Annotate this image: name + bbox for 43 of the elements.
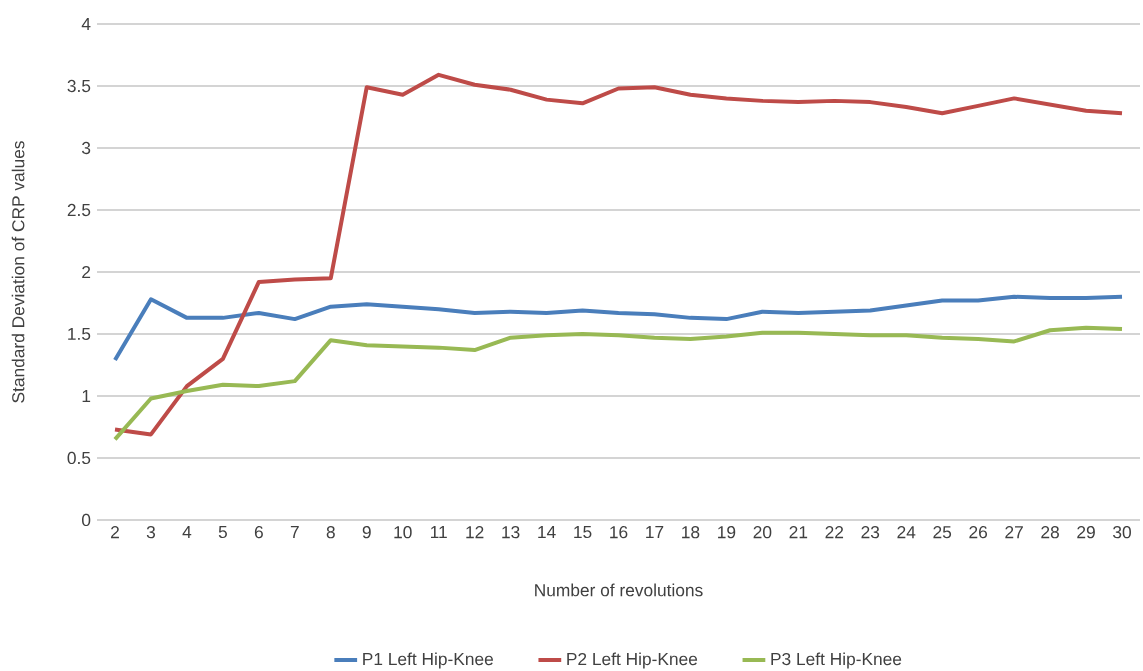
x-tick-label: 18 — [682, 526, 700, 539]
x-tick-label: 23 — [861, 526, 880, 539]
x-tick-label: 6 — [254, 526, 263, 539]
x-tick-label: 4 — [182, 526, 192, 538]
y-axis-title: Standard Deviation of CRP values — [11, 141, 25, 403]
x-tick-label: 16 — [610, 526, 628, 539]
x-axis-title: Number of revolutions — [535, 583, 703, 597]
x-tick-label: 13 — [502, 526, 520, 539]
x-tick-label: 30 — [1113, 526, 1131, 539]
x-tick-label: 10 — [394, 526, 412, 539]
y-tick-label: 2.5 — [67, 203, 91, 217]
x-tick-label: 22 — [825, 526, 844, 539]
legend-label: P2 Left Hip-Knee — [567, 652, 698, 669]
y-tick-label: 0.5 — [67, 451, 91, 465]
x-tick-label: 12 — [466, 526, 484, 539]
y-tick-label: 0 — [81, 513, 91, 527]
x-tick-label: 21 — [789, 526, 808, 539]
y-tick-label: 1 — [82, 390, 91, 402]
x-tick-label: 15 — [574, 526, 592, 539]
x-tick-label: 7 — [290, 526, 299, 538]
x-tick-label: 24 — [897, 526, 916, 539]
y-tick-label: 3 — [81, 141, 91, 155]
x-tick-label: 27 — [1005, 526, 1023, 539]
x-tick-label: 26 — [969, 526, 988, 539]
x-tick-label: 28 — [1041, 526, 1059, 539]
x-tick-label: 20 — [753, 526, 772, 539]
y-tick-label: 2 — [82, 265, 91, 279]
x-tick-label: 8 — [326, 526, 335, 539]
y-tick-label: 3.5 — [67, 79, 91, 93]
x-tick-label: 3 — [146, 526, 156, 539]
y-tick-label: 1.5 — [68, 327, 91, 341]
legend-label: P3 Left Hip-Knee — [771, 652, 902, 669]
x-tick-label: 2 — [111, 526, 119, 539]
y-tick-label: 4 — [81, 18, 91, 30]
x-tick-label: 14 — [538, 526, 556, 538]
x-tick-label: 9 — [362, 526, 371, 539]
x-tick-label: 11 — [431, 526, 447, 538]
x-tick-label: 5 — [218, 526, 227, 539]
x-tick-label: 17 — [646, 526, 664, 538]
x-tick-label: 19 — [718, 526, 736, 539]
legend-label: P1 Left Hip-Knee — [363, 652, 493, 669]
x-tick-label: 25 — [933, 526, 952, 539]
x-tick-label: 29 — [1077, 526, 1095, 539]
